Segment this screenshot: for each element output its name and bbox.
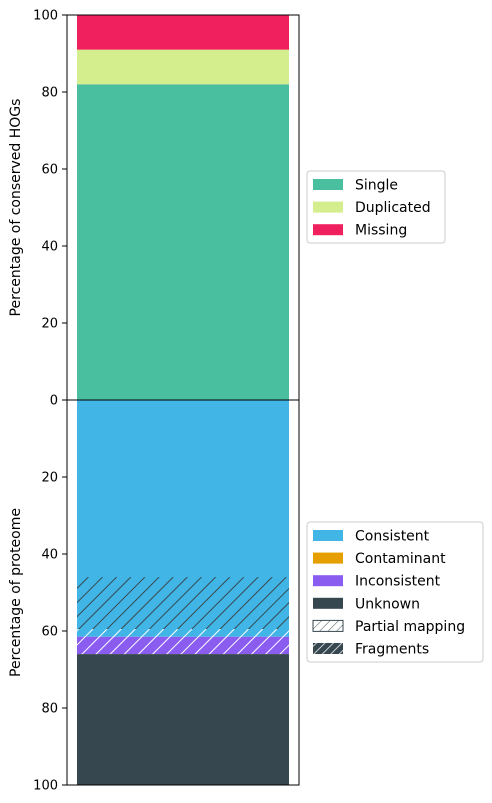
hatch-partial-mapping	[77, 629, 289, 655]
bottom-legend-label-contaminant: Contaminant	[355, 551, 446, 567]
bar-segment-single	[77, 84, 289, 401]
top-ytick-label: 20	[41, 317, 58, 332]
top-ylabel: Percentage of conserved HOGs	[8, 99, 24, 317]
bottom-legend-swatch-contaminant	[313, 552, 343, 564]
bottom-legend-swatch-inconsistent	[313, 575, 343, 587]
top-ytick-label: 0	[50, 394, 58, 409]
bar-segment-unknown	[77, 654, 289, 785]
bottom-legend-swatch-unknown	[313, 597, 343, 609]
bottom-ytick-label: 100	[33, 779, 58, 794]
bottom-legend-box	[306, 521, 484, 663]
bottom-ytick-label: 20	[41, 471, 58, 486]
top-legend-label-duplicated: Duplicated	[355, 200, 431, 216]
bottom-ylabel: Percentage of proteome	[8, 508, 24, 677]
top-ytick-label: 60	[41, 163, 58, 178]
hatch-fragments	[77, 577, 289, 630]
top-legend-label-single: Single	[355, 178, 398, 194]
bottom-ytick-label: 40	[41, 548, 58, 563]
bar-segment-duplicated	[77, 49, 289, 85]
top-ytick-label: 40	[41, 240, 58, 255]
bottom-legend-label-inconsistent: Inconsistent	[355, 574, 441, 590]
bottom-legend-label-partial-mapping: Partial mapping	[355, 619, 465, 635]
top-ytick-label: 100	[33, 9, 58, 24]
bottom-axes-frame	[66, 399, 300, 786]
bottom-legend-swatch-partial-mapping	[312, 619, 344, 632]
bottom-legend-swatch-fragments-hatch	[313, 643, 343, 654]
bottom-legend-swatch-consistent	[313, 530, 343, 541]
bottom-legend-label-fragments: Fragments	[355, 642, 429, 658]
top-legend-label-missing: Missing	[355, 223, 407, 239]
top-legend-swatch-single	[313, 179, 343, 190]
bottom-ytick-label: 80	[41, 702, 58, 717]
top-ytick-label: 80	[41, 86, 58, 101]
bottom-legend-label-unknown: Unknown	[355, 596, 420, 612]
bottom-ytick-label: 60	[41, 625, 58, 640]
bar-segment-missing	[77, 15, 289, 50]
top-legend-swatch-missing	[313, 224, 343, 236]
bottom-legend-label-consistent: Consistent	[355, 529, 430, 545]
top-legend-swatch-duplicated	[313, 201, 343, 213]
